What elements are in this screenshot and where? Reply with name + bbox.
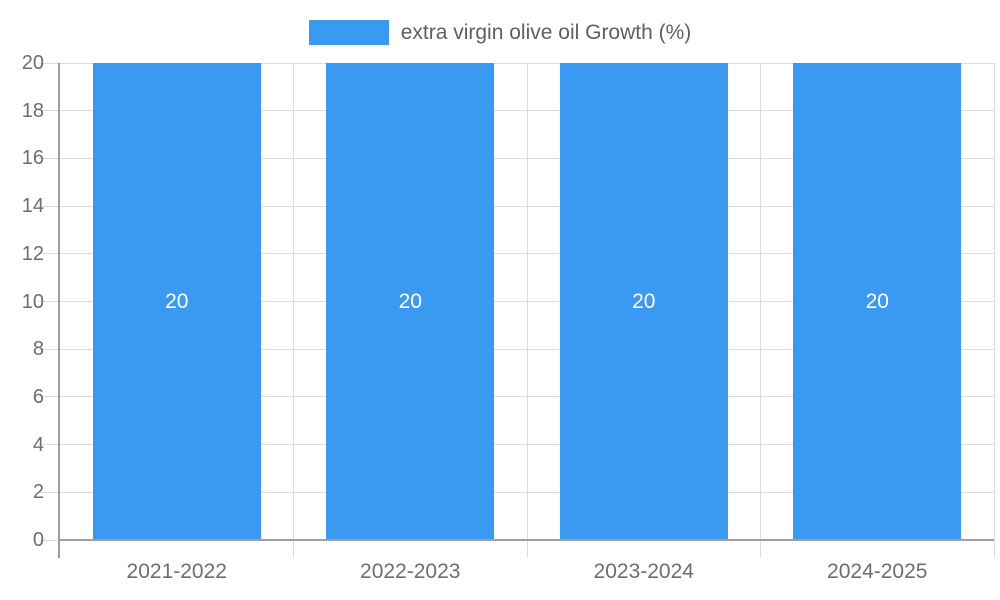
y-tick [39,396,60,398]
y-tick [39,444,60,446]
y-tick-label: 2 [32,481,44,504]
y-tick-label: 16 [21,147,44,170]
x-axis-label: 2021-2022 [126,560,227,583]
y-tick-label: 0 [32,529,44,551]
chart-legend[interactable]: extra virgin olive oil Growth (%) [0,20,1000,45]
bar[interactable]: 20 [92,63,261,540]
y-tick-label: 20 [21,52,44,74]
bar-value-label: 20 [165,289,189,313]
y-tick-label: 4 [32,433,44,456]
y-tick [39,491,60,493]
y-tick [39,157,60,159]
y-tick [39,253,60,255]
y-tick [39,110,60,112]
legend-label: extra virgin olive oil Growth (%) [400,21,692,44]
y-axis-line [58,63,60,558]
x-tick [526,540,528,558]
bar[interactable]: 20 [559,63,728,540]
y-tick [39,348,60,350]
bar-value-label: 20 [865,289,889,313]
x-gridline [526,63,528,540]
bar-value-label: 20 [398,289,422,313]
x-tick [760,540,761,558]
y-tick-label: 12 [21,242,44,265]
x-tick [293,540,294,558]
y-tick [39,301,60,302]
x-axis-label: 2024-2025 [827,560,928,583]
x-axis-label: 2023-2024 [593,560,694,583]
y-tick [39,539,60,541]
y-tick-label: 18 [21,99,44,122]
legend-swatch-icon [308,20,389,45]
y-tick [39,205,60,207]
x-gridline [293,63,294,540]
y-tick-label: 6 [32,385,44,408]
y-tick-label: 14 [21,195,44,218]
bar-value-label: 20 [632,289,656,313]
x-gridline [993,63,995,540]
x-tick [993,540,995,558]
y-tick [39,62,60,64]
y-tick-label: 8 [32,338,44,361]
x-gridline [760,63,761,540]
x-axis-label: 2022-2023 [360,560,461,583]
bar[interactable]: 20 [326,63,495,540]
y-tick-label: 10 [21,290,44,313]
x-axis-line [58,539,994,541]
bar[interactable]: 20 [793,63,962,540]
